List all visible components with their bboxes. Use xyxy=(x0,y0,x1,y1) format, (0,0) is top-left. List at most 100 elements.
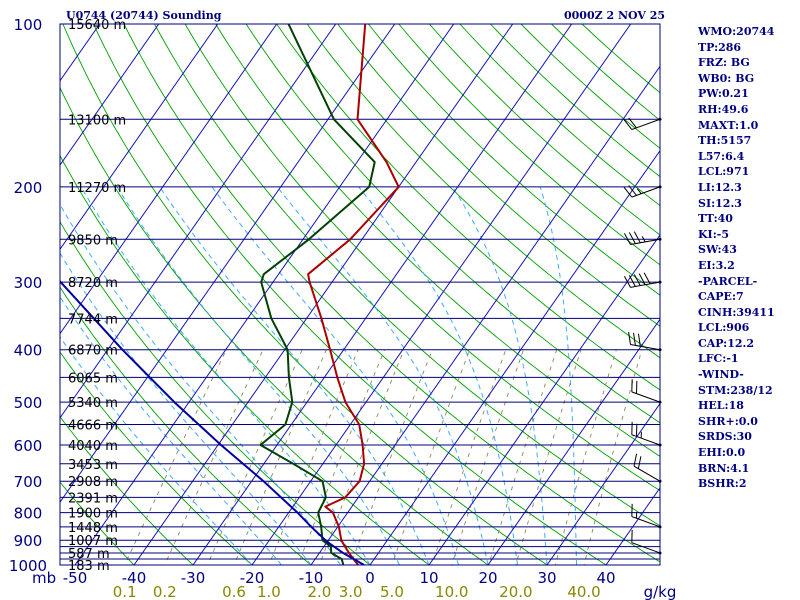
wind-barb-flag xyxy=(628,232,636,244)
dry-adiabat xyxy=(153,24,660,527)
height-label: 15640 m xyxy=(68,18,126,33)
parcel-trace xyxy=(60,279,365,565)
sounding-datetime: 0000Z 2 NOV 25 xyxy=(564,9,666,22)
wind-barb xyxy=(623,272,662,288)
wind-barb-flag xyxy=(633,274,641,286)
mixing-ratio-line xyxy=(124,349,227,565)
height-label: 5340 m xyxy=(68,396,118,411)
dry-adiabat xyxy=(60,286,312,565)
pressure-tick-label: 700 xyxy=(14,473,43,491)
height-label: 1007 m xyxy=(68,534,118,549)
mixing-ratio-line xyxy=(391,349,471,565)
wind-barb-half-flag xyxy=(636,188,642,195)
mixing-ratio-label: 1.0 xyxy=(257,583,281,600)
wind-barb-flag xyxy=(628,275,636,287)
dry-adiabat xyxy=(337,24,660,327)
temperature-tick-label: 10 xyxy=(419,569,438,587)
index-row: MAXT:1.0 xyxy=(698,118,759,132)
pressure-tick-label: 400 xyxy=(14,342,43,360)
wind-barb-flag xyxy=(637,333,641,347)
indices-panel: WMO:20744 TP:286 FRZ: BG WB0: BG PW:0.21 RH:4… xyxy=(698,24,798,492)
dry-adiabat xyxy=(184,24,660,492)
mixing-ratio-line xyxy=(515,349,582,565)
mixing-ratio-line xyxy=(233,349,327,565)
dry-adiabat xyxy=(215,24,660,457)
dry-adiabat xyxy=(367,24,660,296)
height-label: 4666 m xyxy=(68,419,118,434)
x-axis-label: mb xyxy=(32,569,56,587)
dry-adiabat xyxy=(398,24,660,266)
isotherm xyxy=(60,24,278,335)
index-row: TT:40 xyxy=(698,212,733,226)
wind-barb-flag xyxy=(643,272,651,285)
wind-barb-flag xyxy=(628,331,631,345)
isotherm xyxy=(60,24,337,419)
index-row: FRZ: BG xyxy=(698,56,750,70)
mixing-ratio-label: 10.0 xyxy=(435,583,468,600)
index-row: WMO:20744 xyxy=(698,25,775,38)
mixing-ratio-line xyxy=(207,349,303,565)
mixing-ratio-line xyxy=(164,349,264,565)
dry-adiabat xyxy=(60,86,489,565)
dry-adiabat xyxy=(306,24,660,359)
isotherm xyxy=(251,24,632,565)
index-row: LFC:-1 xyxy=(698,352,739,366)
isotherm xyxy=(60,24,396,504)
mixing-ratio-line xyxy=(431,349,507,565)
temperature-tick-label: 0 xyxy=(365,569,375,587)
height-label: 9850 m xyxy=(68,233,118,248)
mixing-ratio-label: 0.1 xyxy=(113,583,137,600)
isotherm xyxy=(546,402,660,565)
temperature-tick-label: -40 xyxy=(122,569,147,587)
index-row: -WIND- xyxy=(698,368,744,382)
mixing-ratio-label: 20.0 xyxy=(499,583,532,600)
wind-barb-staff xyxy=(631,391,661,403)
isotherm xyxy=(133,24,514,565)
wind-barb-flag xyxy=(628,185,637,196)
pressure-tick-label: 800 xyxy=(14,505,43,523)
height-label: 3453 m xyxy=(68,458,118,473)
height-label: 587 m xyxy=(68,547,110,562)
isotherm xyxy=(605,486,660,565)
wind-barb-flag xyxy=(623,275,631,288)
isotherm xyxy=(369,149,660,565)
index-row: SHR+:0.0 xyxy=(698,414,758,428)
wind-barb xyxy=(631,379,662,404)
index-row: KI:-5 xyxy=(698,227,729,241)
pressure-tick-label: 100 xyxy=(14,16,43,34)
dry-adiabat xyxy=(60,351,253,565)
mixing-ratio-line xyxy=(451,349,524,565)
moist-adiabat xyxy=(60,296,282,565)
index-row: -PARCEL- xyxy=(698,274,758,288)
wind-barb xyxy=(631,503,662,529)
wind-barb-flag xyxy=(633,231,641,243)
wind-barb-staff xyxy=(631,118,661,130)
dry-adiabat xyxy=(276,24,660,391)
isotherm xyxy=(60,24,160,166)
index-row: WB0: BG xyxy=(698,71,755,85)
mixing-ratio-label: 3.0 xyxy=(339,583,363,600)
moist-adiabat xyxy=(116,186,400,565)
height-label: 1448 m xyxy=(68,521,118,536)
mixing-ratio-label: 40.0 xyxy=(567,583,600,600)
index-row: L57:6.4 xyxy=(698,149,745,163)
temperature-tick-label: -50 xyxy=(63,569,88,587)
mixing-ratio-unit: g/kg xyxy=(644,583,677,600)
height-label: 6065 m xyxy=(68,371,118,386)
index-row: LCL:971 xyxy=(698,165,750,179)
index-row: EHI:0.0 xyxy=(698,446,746,460)
wind-barb-flag xyxy=(637,456,642,469)
mixing-ratio-label: 0.6 xyxy=(222,583,246,600)
index-row: CAPE:7 xyxy=(698,290,744,304)
index-row: TP:286 xyxy=(698,40,742,54)
wind-barb-flag xyxy=(628,117,637,129)
index-row: EI:3.2 xyxy=(698,258,735,272)
temperature-tick-label: 20 xyxy=(478,569,497,587)
wind-barb xyxy=(623,117,662,130)
mixing-ratio-label: 5.0 xyxy=(380,583,404,600)
pressure-tick-label: 200 xyxy=(14,179,43,197)
index-row: LI:12.3 xyxy=(698,180,742,194)
height-label: 2908 m xyxy=(68,475,118,490)
pressure-tick-label: 600 xyxy=(14,437,43,455)
